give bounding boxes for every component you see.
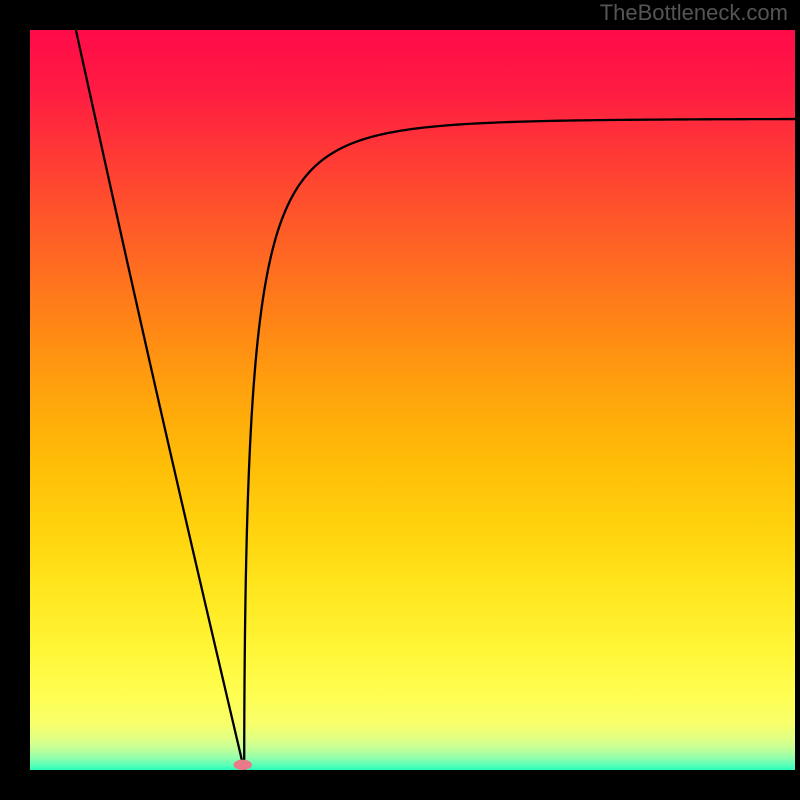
optimum-marker	[233, 760, 251, 770]
chart-container: TheBottleneck.com	[0, 0, 800, 800]
watermark-text: TheBottleneck.com	[600, 0, 788, 26]
chart-gradient-bg	[30, 30, 795, 770]
bottleneck-chart	[0, 0, 800, 800]
